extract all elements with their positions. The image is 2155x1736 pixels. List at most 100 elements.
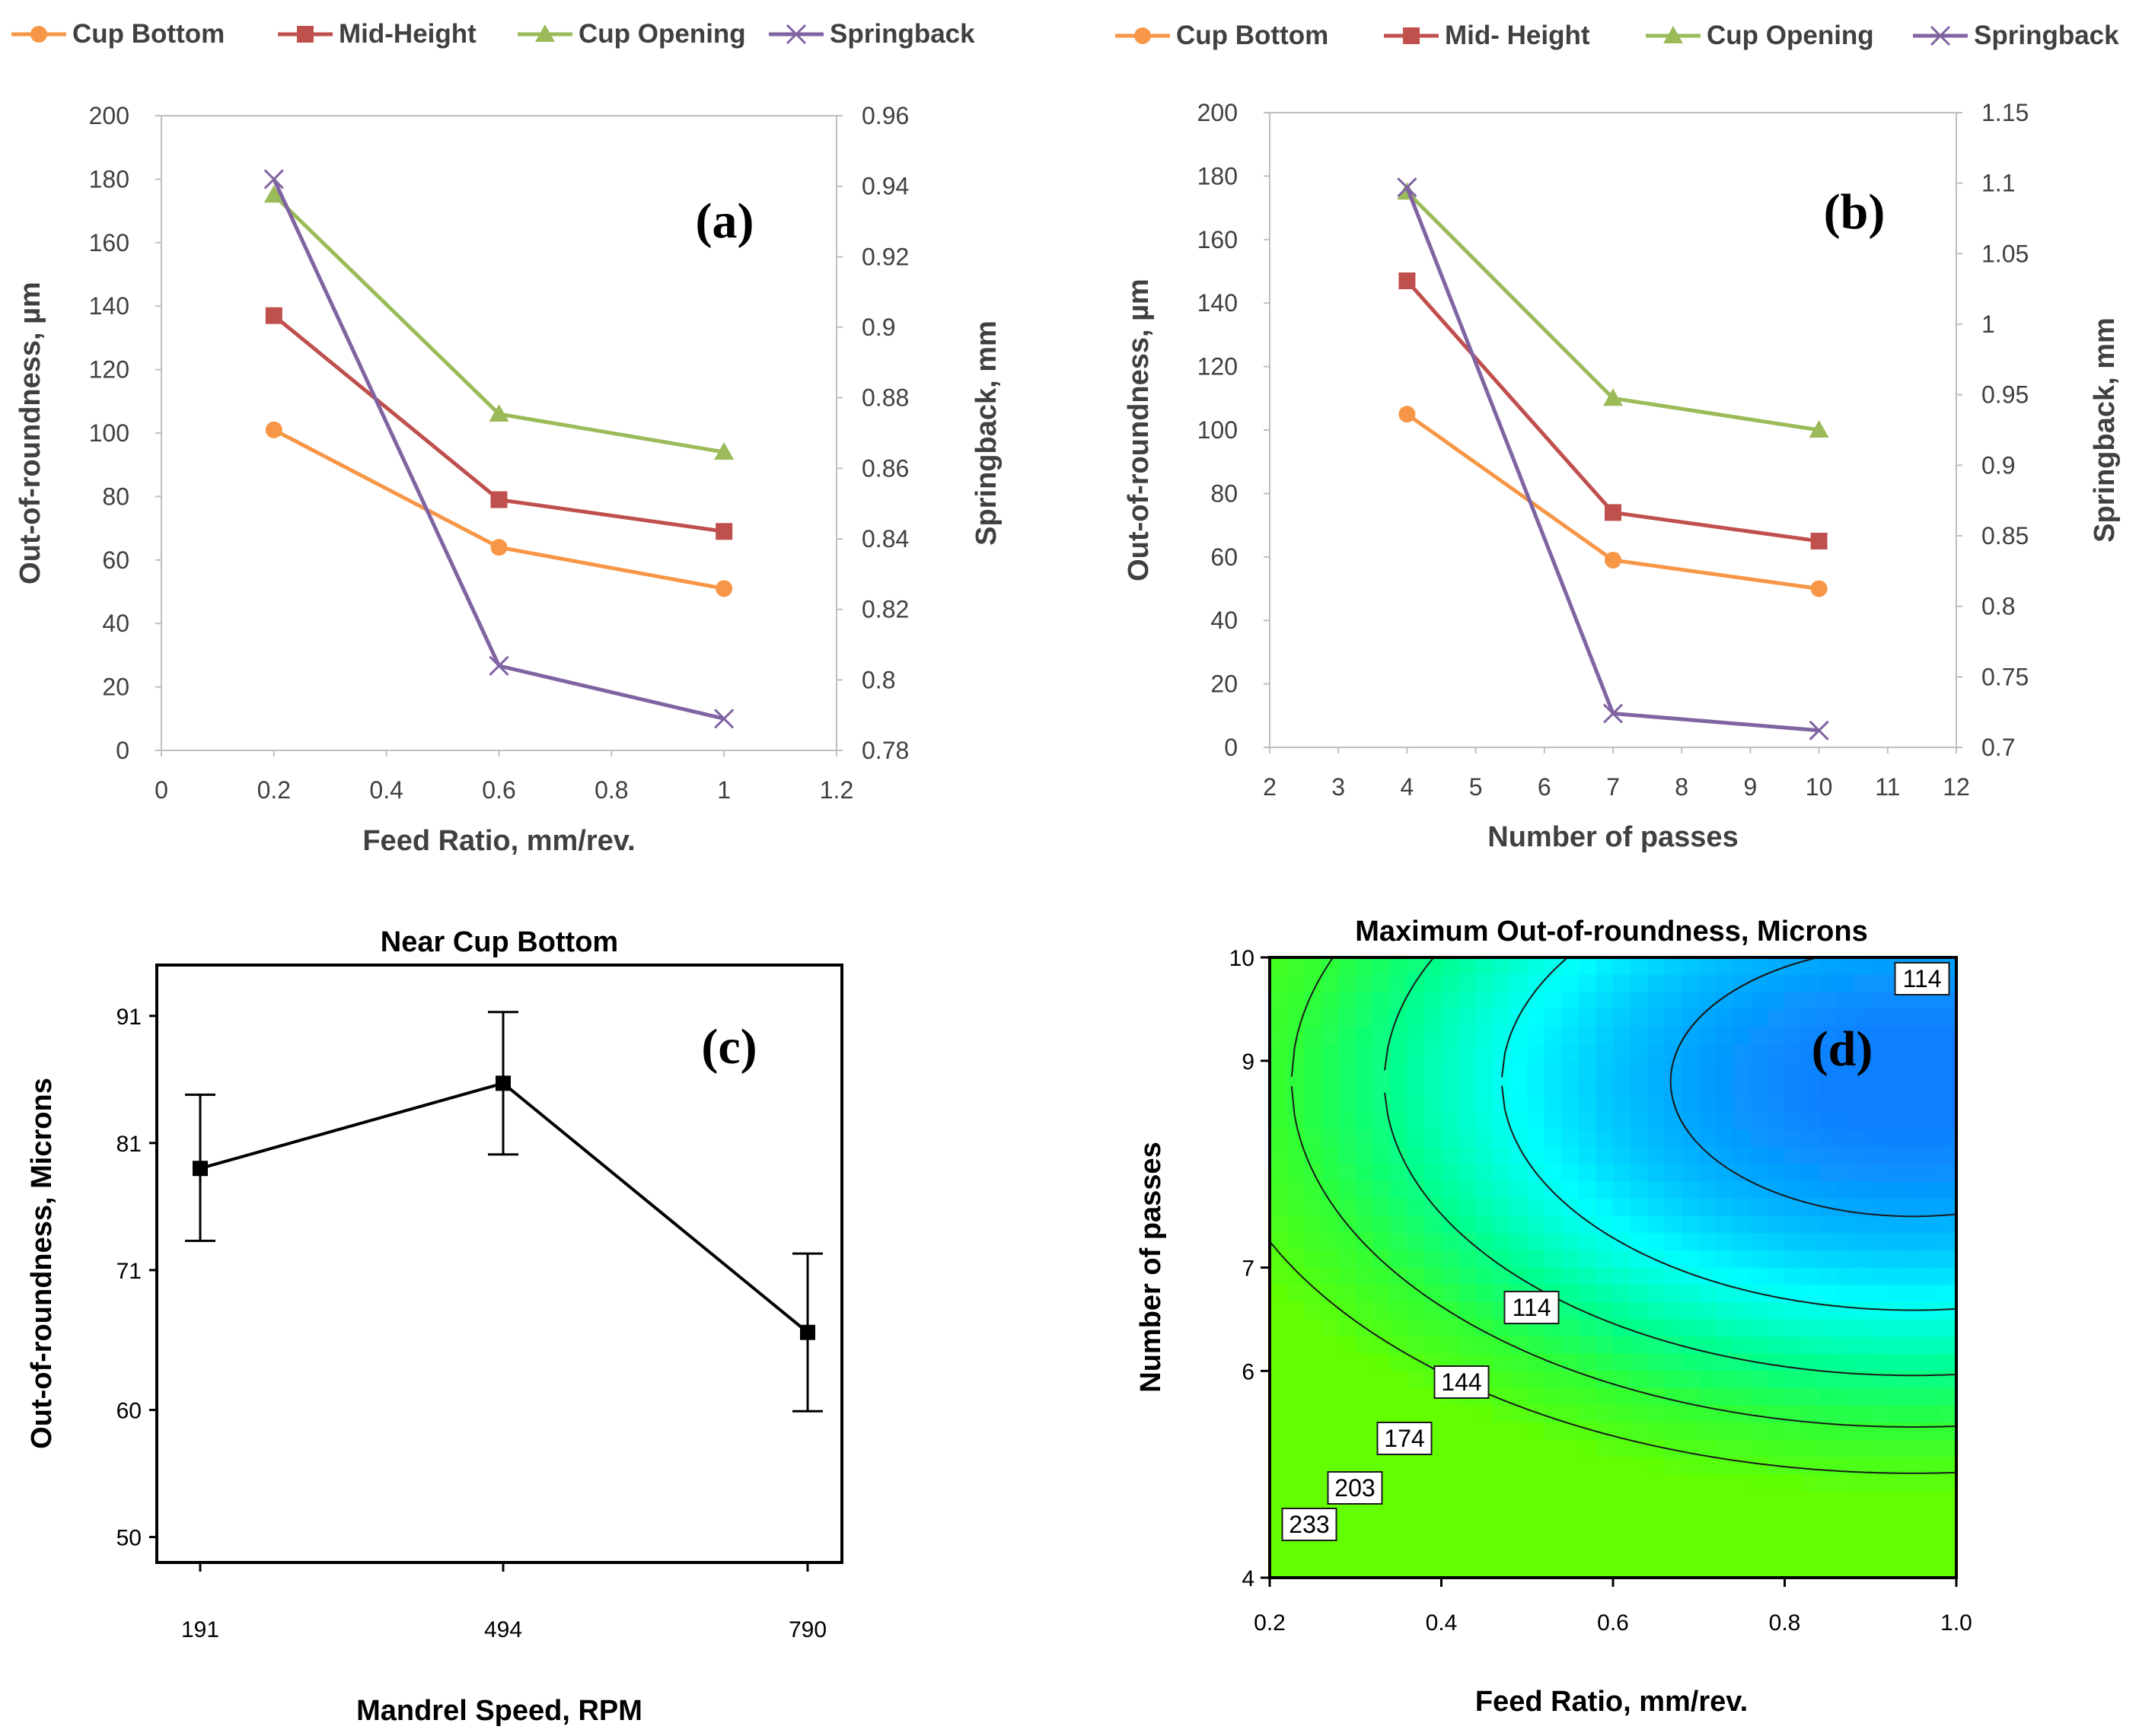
heat-cell-d [1458,1267,1477,1285]
y2-tick-label-b-8: 1.1 [1981,170,2015,197]
heat-cell-d [1355,1233,1374,1251]
heat-cell-d [1853,1250,1872,1269]
heat-cell-d [1544,1181,1563,1199]
heat-cell-d [1802,1129,1820,1148]
y2-tick-label-a-3: 0.84 [862,525,909,553]
heat-cell-d [1698,1371,1717,1389]
heat-cell-d [1458,1215,1477,1234]
heat-cell-d [1836,1508,1854,1527]
heat-cell-d [1561,1405,1580,1424]
heat-cell-d [1458,1026,1477,1044]
heat-cell-d [1441,992,1459,1010]
heat-cell-d [1355,1560,1374,1578]
heat-cell-d [1905,1353,1923,1372]
heat-cell-d [1355,1008,1374,1027]
contour-label-d-2: 174 [1384,1425,1424,1452]
heat-cell-d [1372,1560,1391,1578]
heat-cell-d [1355,1198,1374,1217]
heat-cell-d [1407,957,1425,976]
heat-cell-d [1544,1078,1563,1096]
heat-cell-d [1578,1508,1597,1527]
heat-cell-d [1664,1112,1682,1131]
heat-cell-d [1321,1060,1339,1079]
heat-cell-d [1647,1491,1666,1510]
heat-cell-d [1802,1043,1820,1062]
contour-line-d-4-0 [1270,1240,1956,1474]
heat-cell-d [1407,1371,1425,1389]
heat-cell-d [1304,1387,1322,1406]
heat-cell-d [1853,1060,1872,1079]
heat-cell-d [1286,1233,1305,1251]
heat-cell-d [1664,1508,1682,1527]
heat-cell-d [1836,1095,1854,1113]
heat-cell-d [1423,1026,1443,1044]
contour-line-d-0-0 [1672,1100,1956,1218]
heat-cell-d [1509,1543,1529,1562]
heat-cell-d [1372,1387,1391,1406]
heat-cell-d [1286,1095,1305,1113]
heat-cell-d [1836,1215,1854,1234]
heat-cell-d [1887,1060,1906,1079]
heat-cell-d [1578,1233,1597,1251]
heat-cell-d [1630,1164,1648,1183]
heat-cell-d [1286,1129,1305,1148]
heat-cell-d [1475,1319,1494,1337]
heat-cell-d [1802,1026,1820,1044]
heat-cell-d [1887,1371,1906,1389]
heat-cell-d [1527,992,1545,1010]
heat-cell-d [1596,1371,1614,1389]
heat-cell-d [1870,1164,1889,1183]
heat-cell-d [1372,1026,1391,1044]
heat-cell-d [1355,1026,1374,1044]
heat-cell-d [1286,1491,1305,1510]
heat-cell-d [1561,1301,1580,1320]
heat-cell-d [1887,1285,1906,1303]
heat-cell-d [1493,1060,1511,1079]
heat-cell-d [1441,1112,1459,1131]
heat-cell-d [1304,1405,1322,1424]
data-point-b-3-0 [1397,177,1417,198]
heat-cell-d [1321,1267,1339,1285]
heat-cell-d [1784,1474,1803,1492]
heat-cell-d [1270,1353,1288,1372]
heat-cell-d [1544,1439,1563,1458]
heat-cell-d [1887,1164,1906,1183]
heat-cell-d [1407,1285,1425,1303]
heat-cell-d [1527,1112,1545,1131]
heat-cell-d [1458,1422,1477,1441]
heat-cell-d [1441,957,1459,976]
heat-cell-d [1921,1198,1940,1217]
heat-cell-d [1887,1181,1906,1199]
heat-cell-d [1870,1129,1889,1148]
heat-cell-d [1561,1164,1580,1183]
heat-cell-d [1784,1267,1803,1285]
heat-cell-d [1802,1526,1820,1544]
heat-cell-d [1475,1250,1494,1269]
heat-cell-d [1767,1508,1786,1527]
heat-cell-d [1527,1181,1545,1199]
heat-cell-d [1407,1474,1425,1492]
heat-cell-d [1509,974,1529,993]
heat-cell-d [1887,1353,1906,1372]
heat-cell-d [1836,1164,1854,1183]
heat-cell-d [1819,1095,1837,1113]
heat-cell-d [1458,1491,1477,1510]
heat-cell-d [1802,1457,1820,1475]
heat-cell-d [1509,1250,1529,1269]
heat-cell-d [1887,1491,1906,1510]
heat-cell-d [1836,1233,1854,1251]
heat-cell-d [1905,1405,1923,1424]
heat-cell-d [1613,992,1631,1010]
legend-label-a-2: Cup Opening [579,19,746,49]
heat-cell-d [1939,1215,1956,1234]
heat-cell-d [1304,1026,1322,1044]
heat-cell-d [1544,1164,1563,1183]
heat-cell-d [1509,1560,1529,1578]
heat-cell-d [1939,1026,1956,1044]
heat-cell-d [1733,1371,1752,1389]
y2-tick-label-b-2: 0.8 [1981,593,2015,620]
y-tick-label-b-3: 60 [1210,543,1238,571]
heat-cell-d [1407,1233,1425,1251]
heat-cell-d [1887,1233,1906,1251]
heat-cell-d [1802,1285,1820,1303]
